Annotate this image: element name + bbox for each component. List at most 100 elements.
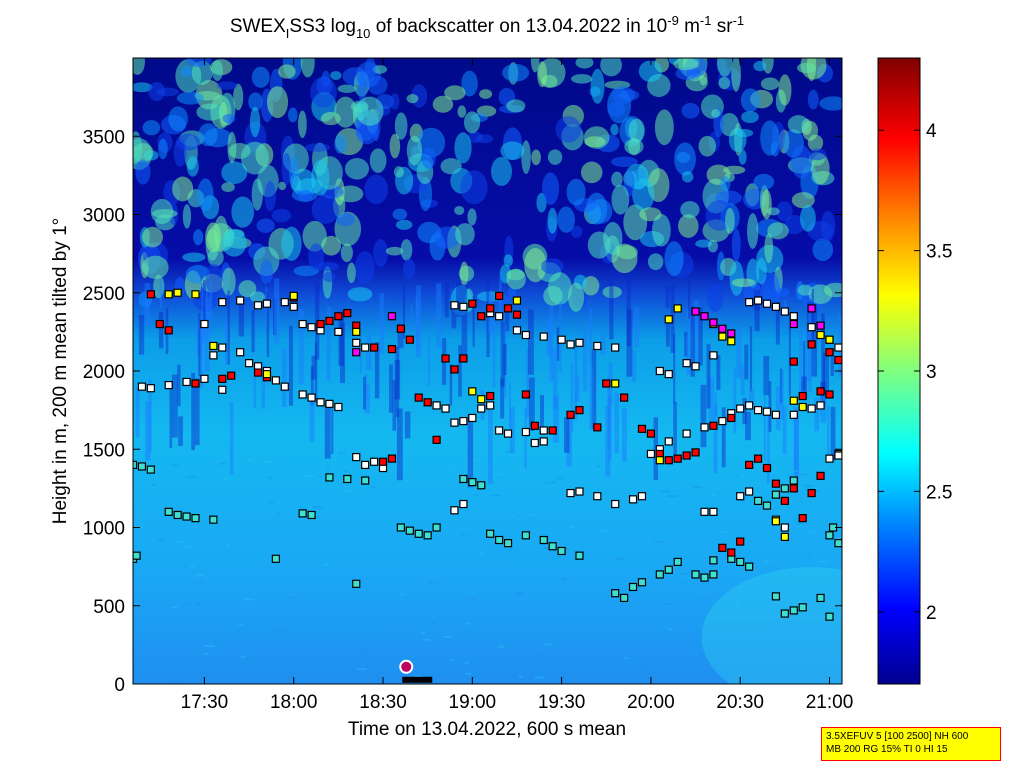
backscatter-patch (193, 229, 204, 246)
layer-marker-high (825, 335, 834, 344)
layer-marker-mid (218, 374, 227, 383)
backscatter-patch (680, 201, 700, 219)
backscatter-patch (628, 118, 645, 143)
layer-marker-low (352, 338, 361, 347)
backscatter-streak (767, 405, 770, 484)
backscatter-streak (632, 350, 637, 382)
layer-marker-lowest (691, 570, 700, 579)
backscatter-streak (801, 376, 808, 397)
backscatter-patch (530, 58, 540, 73)
layer-marker-mid (155, 319, 164, 329)
backscatter-band (304, 475, 315, 478)
layer-marker-low (182, 377, 191, 387)
backscatter-patch (571, 74, 593, 84)
backscatter-streak (570, 363, 574, 433)
layer-marker-low (271, 376, 280, 385)
backscatter-streak (389, 364, 394, 413)
layer-marker-mid (646, 429, 656, 438)
backscatter-streak (830, 406, 836, 461)
backscatter-patch (570, 225, 583, 238)
backscatter-streak (456, 280, 462, 317)
backscatter-patch (297, 189, 313, 203)
layer-marker-lowest (780, 609, 789, 618)
backscatter-streak (748, 388, 755, 411)
layer-marker-low (646, 449, 656, 459)
layer-marker-lowest (611, 589, 620, 598)
layer-marker-special (387, 312, 397, 321)
backscatter-patch (278, 64, 296, 79)
backscatter-patch (719, 112, 740, 137)
layer-marker-high (512, 296, 522, 305)
backscatter-streak (768, 381, 772, 432)
layer-marker-low (566, 340, 575, 349)
layer-marker-low (539, 332, 548, 341)
backscatter-band (479, 552, 485, 555)
layer-marker-lowest (825, 612, 834, 621)
layer-marker-mid (369, 343, 379, 352)
layer-marker-low (218, 385, 227, 394)
layer-marker-mid (709, 421, 718, 430)
backscatter-streak (364, 384, 371, 414)
backscatter-streak (745, 411, 751, 441)
backscatter-band (218, 462, 226, 465)
backscatter-patch (176, 91, 204, 105)
colorbar-tick-label: 4 (926, 121, 937, 142)
layer-marker-mid (164, 326, 173, 335)
backscatter-patch (251, 66, 270, 88)
layer-marker-high (191, 290, 200, 299)
backscatter-streak (144, 283, 151, 325)
backscatter-patch (761, 189, 772, 220)
backscatter-patch (256, 218, 275, 233)
backscatter-patch (406, 93, 419, 104)
backscatter-patch (681, 171, 694, 183)
backscatter-band (711, 494, 717, 497)
backscatter-streak (820, 396, 827, 423)
backscatter-streak (549, 305, 554, 382)
layer-marker-low (807, 404, 816, 413)
backscatter-patch (249, 291, 266, 303)
backscatter-patch (791, 145, 812, 179)
layer-marker-lowest (209, 515, 218, 524)
layer-marker-low (780, 307, 789, 316)
layer-marker-low (709, 351, 718, 360)
backscatter-patch (221, 267, 236, 296)
backscatter-band (198, 581, 203, 584)
layer-marker-high (816, 330, 825, 340)
backscatter-band (614, 557, 626, 560)
backscatter-streak (451, 307, 457, 329)
backscatter-streak (528, 377, 535, 432)
backscatter-streak (698, 307, 703, 366)
layer-marker-mid (486, 304, 495, 313)
backscatter-patch (812, 238, 834, 262)
backscatter-band (357, 650, 367, 653)
layer-marker-lowest (700, 573, 709, 582)
backscatter-band (152, 484, 156, 487)
layer-marker-low (325, 399, 334, 408)
backscatter-patch (506, 99, 526, 113)
backscatter-patch (590, 68, 605, 104)
layer-marker-lowest (343, 474, 352, 484)
backscatter-streak (500, 378, 505, 419)
backscatter-streak (395, 346, 400, 417)
layer-marker-mid (807, 340, 816, 349)
layer-marker-low (441, 404, 450, 413)
layer-marker-mid (486, 391, 495, 401)
layer-marker-mid (816, 471, 825, 480)
x-tick-label: 21:00 (806, 692, 854, 713)
backscatter-streak (209, 280, 213, 336)
backscatter-band (357, 668, 367, 671)
layer-marker-low (771, 302, 781, 311)
backscatter-band (288, 596, 293, 599)
backscatter-streak (229, 402, 234, 475)
backscatter-streak (461, 284, 468, 361)
backscatter-patch (767, 222, 789, 240)
layer-marker-lowest (137, 462, 147, 471)
layer-marker-mid (718, 543, 727, 552)
backscatter-streak (298, 308, 305, 385)
backscatter-streak (591, 349, 597, 429)
backscatter-patch (310, 76, 337, 108)
layer-marker-low (664, 437, 673, 446)
backscatter-streak (793, 415, 799, 482)
backscatter-patch (764, 233, 774, 264)
backscatter-band (667, 628, 672, 631)
